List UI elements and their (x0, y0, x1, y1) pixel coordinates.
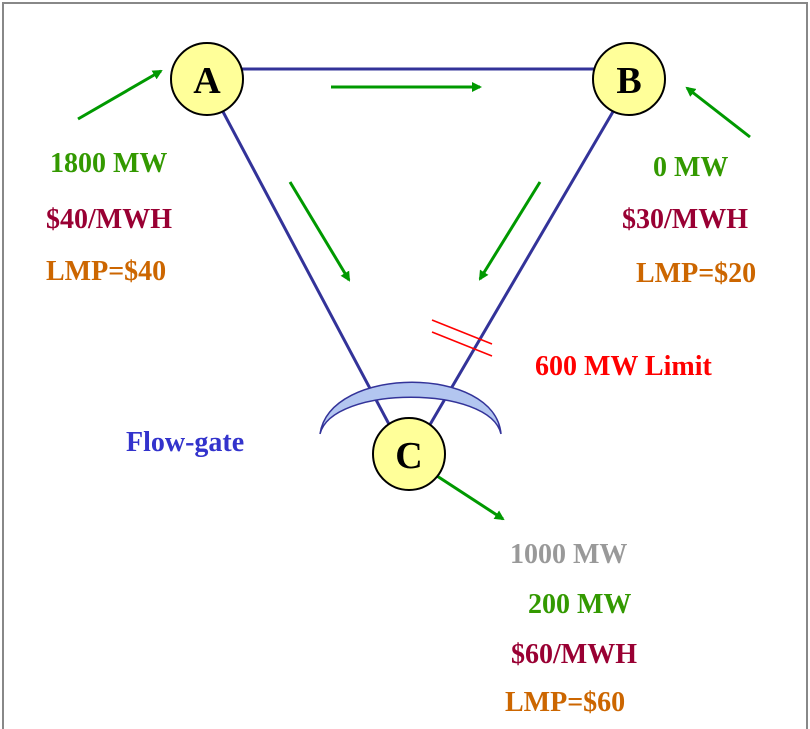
node-a-generation: 1800 MW (50, 148, 167, 179)
flow-arrow-a-c (288, 181, 351, 282)
node-a-lmp: LMP=$40 (46, 256, 166, 287)
line-b-c (426, 109, 616, 429)
node-a-price: $40/MWH (46, 204, 172, 235)
node-a-label: A (193, 60, 221, 102)
node-c-lmp: LMP=$60 (505, 687, 625, 718)
flow-arrow-b-c (478, 181, 542, 281)
node-a: A (170, 42, 244, 116)
line-limit-label: 600 MW Limit (535, 351, 712, 382)
node-c: C (372, 417, 446, 491)
withdrawal-arrow-c (436, 474, 505, 521)
node-c-label: C (395, 435, 422, 477)
limit-mark-1 (431, 319, 493, 345)
node-b-generation: 0 MW (653, 152, 728, 183)
node-b-price: $30/MWH (622, 204, 748, 235)
line-a-c (219, 107, 393, 429)
node-c-generation: 200 MW (528, 589, 631, 620)
injection-arrow-a (77, 69, 163, 121)
node-c-load: 1000 MW (510, 539, 627, 570)
node-b-label: B (616, 60, 641, 102)
limit-mark-2 (431, 331, 493, 357)
node-b-lmp: LMP=$20 (636, 258, 756, 289)
node-b: B (592, 42, 666, 116)
flowgate-arc (319, 381, 502, 435)
node-c-price: $60/MWH (511, 639, 637, 670)
flowgate-label: Flow-gate (126, 427, 244, 458)
injection-arrow-b (685, 86, 751, 139)
